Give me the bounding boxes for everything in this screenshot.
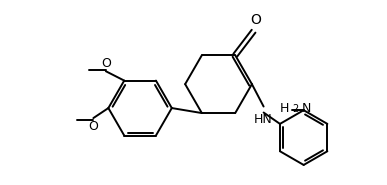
Text: H: H xyxy=(279,102,289,115)
Text: O: O xyxy=(88,120,98,133)
Text: N: N xyxy=(302,102,312,115)
Text: O: O xyxy=(250,13,261,27)
Text: HN: HN xyxy=(254,112,273,126)
Text: 2: 2 xyxy=(292,104,298,114)
Text: O: O xyxy=(101,57,111,70)
